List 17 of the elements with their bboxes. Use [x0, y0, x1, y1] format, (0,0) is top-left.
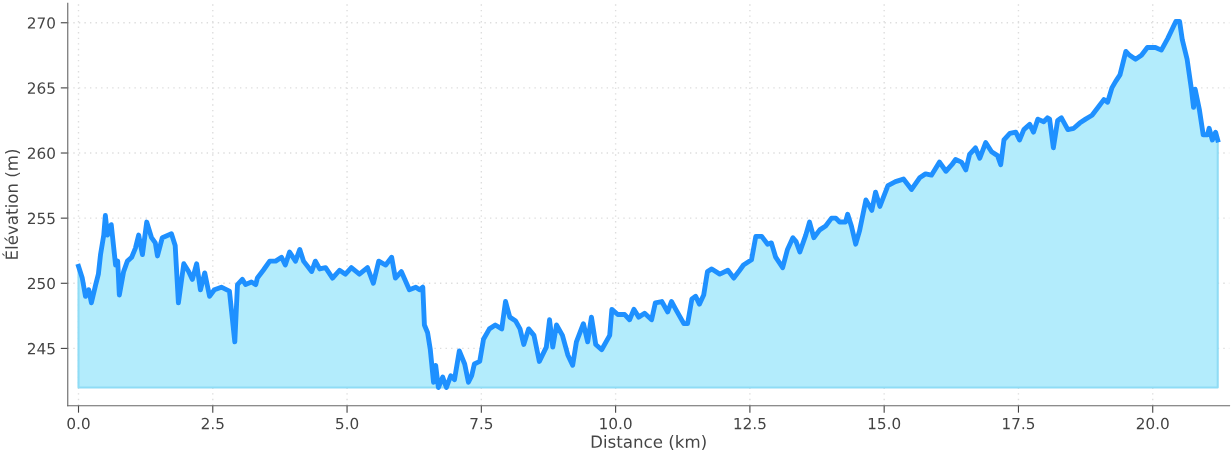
x-tick-label: 20.0 — [1136, 417, 1169, 430]
x-tick-label: 5.0 — [336, 417, 359, 430]
y-tick-label: 245 — [27, 342, 55, 355]
x-tick-label: 15.0 — [868, 417, 901, 430]
y-tick-label: 255 — [27, 212, 55, 225]
x-tick-label: 10.0 — [600, 417, 632, 430]
y-tick-label: 265 — [27, 82, 55, 94]
y-tick-label: 260 — [27, 147, 55, 160]
x-tick-label: 0.0 — [67, 417, 90, 430]
y-tick-label: 250 — [27, 277, 55, 290]
x-axis-title: Distance (km) — [591, 435, 706, 450]
x-tick-label: 12.5 — [734, 417, 766, 430]
x-tick-label: 7.5 — [470, 418, 493, 430]
x-tick-label: 2.5 — [201, 417, 224, 430]
y-tick-label: 270 — [27, 17, 55, 29]
y-axis-title: Élévation (m) — [2, 149, 20, 259]
x-tick-label: 17.5 — [1003, 418, 1035, 430]
